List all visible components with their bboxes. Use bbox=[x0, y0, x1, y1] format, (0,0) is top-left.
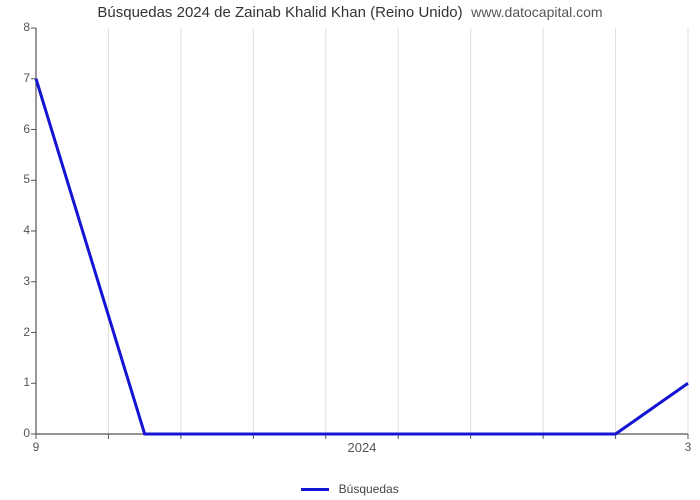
x-tick-label: 3 bbox=[685, 440, 692, 454]
y-tick-label: 8 bbox=[6, 20, 30, 34]
legend-swatch bbox=[301, 488, 329, 491]
y-tick-label: 1 bbox=[6, 375, 30, 389]
y-tick-label: 4 bbox=[6, 223, 30, 237]
x-tick-label: 9 bbox=[33, 440, 40, 454]
plot-area bbox=[36, 28, 688, 434]
y-tick-label: 3 bbox=[6, 274, 30, 288]
chart-title-main: Búsquedas 2024 de Zainab Khalid Khan (Re… bbox=[97, 4, 462, 21]
y-tick-label: 7 bbox=[6, 71, 30, 85]
chart-container: Búsquedas 2024 de Zainab Khalid Khan (Re… bbox=[0, 0, 700, 500]
plot-svg bbox=[36, 28, 688, 434]
chart-title: Búsquedas 2024 de Zainab Khalid Khan (Re… bbox=[0, 4, 700, 22]
series-line bbox=[36, 79, 688, 434]
y-tick-label: 0 bbox=[6, 426, 30, 440]
y-tick-label: 5 bbox=[6, 172, 30, 186]
y-tick-label: 6 bbox=[6, 122, 30, 136]
x-axis-label: 2024 bbox=[348, 440, 377, 455]
y-tick-label: 2 bbox=[6, 325, 30, 339]
legend-label: Búsquedas bbox=[339, 482, 399, 496]
chart-title-sub: www.datocapital.com bbox=[471, 4, 603, 20]
legend: Búsquedas bbox=[0, 482, 700, 496]
